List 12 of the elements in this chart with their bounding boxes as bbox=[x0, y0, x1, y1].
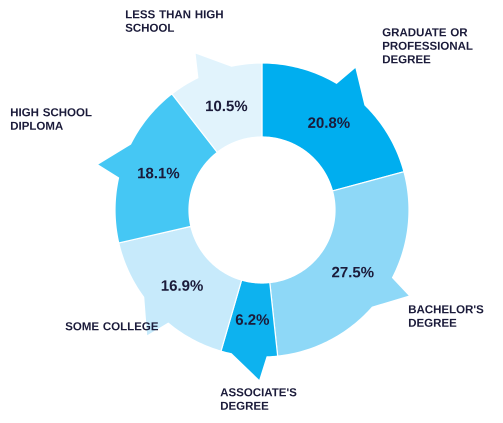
slice-label: GRADUATE OR PROFESSIONAL DEGREE bbox=[382, 28, 473, 64]
slice-label: BACHELOR'S DEGREE bbox=[408, 305, 484, 327]
slice-label: ASSOCIATE'S DEGREE bbox=[220, 388, 296, 410]
data-label: 16.9% bbox=[162, 280, 203, 291]
data-label: 6.2% bbox=[236, 314, 270, 325]
slice-label: SOME COLLEGE bbox=[66, 322, 158, 330]
data-label: 27.5% bbox=[332, 266, 374, 278]
data-label: 20.8% bbox=[308, 117, 350, 128]
slice-label: LESS THAN HIGH SCHOOL bbox=[126, 10, 223, 32]
data-label: 10.5% bbox=[206, 100, 248, 112]
data-label: 18.1% bbox=[138, 168, 180, 178]
slice-label: HIGH SCHOOL DIPLOMA bbox=[10, 108, 92, 130]
